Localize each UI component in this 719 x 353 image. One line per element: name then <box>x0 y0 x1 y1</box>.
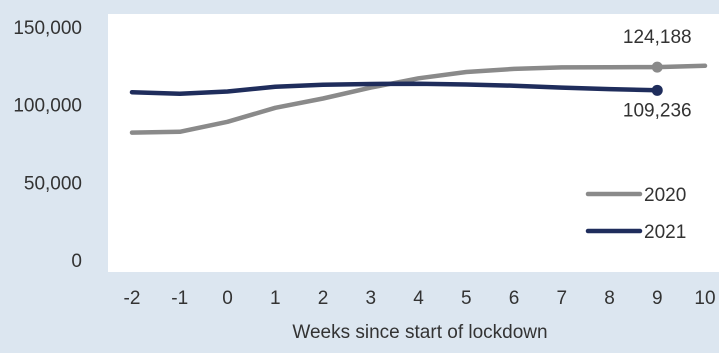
series-layer: 124,188 109,236 <box>129 27 708 135</box>
x-tick-label: 9 <box>652 288 663 309</box>
y-tick-label: 0 <box>71 251 82 272</box>
x-tick-label: 1 <box>270 288 281 309</box>
x-tick-label: 6 <box>509 288 520 309</box>
y-tick-label: 100,000 <box>13 96 82 117</box>
x-tick-label: 8 <box>604 288 615 309</box>
data-label-2021: 109,236 <box>623 100 692 121</box>
x-tick-label: -1 <box>171 288 188 309</box>
y-axis: 0 50,000 100,000 150,000 <box>13 18 82 272</box>
x-tick-label: 4 <box>413 288 424 309</box>
x-axis: -2 -1 0 1 2 3 4 5 6 7 8 9 10 <box>124 288 716 309</box>
x-tick-label: 2 <box>318 288 329 309</box>
data-point-marker-2021 <box>651 84 663 96</box>
data-point-marker-2020 <box>651 61 663 73</box>
x-tick-label: 3 <box>365 288 376 309</box>
x-tick-label: 5 <box>461 288 472 309</box>
y-tick-label: 50,000 <box>24 173 82 194</box>
legend: 2020 2021 <box>585 185 686 243</box>
x-tick-label: 7 <box>556 288 567 309</box>
series-line-2021 <box>129 81 660 97</box>
x-tick-label: -2 <box>124 288 141 309</box>
legend-label-2021: 2021 <box>644 222 686 243</box>
x-tick-label: 0 <box>222 288 233 309</box>
x-tick-label: 10 <box>694 288 715 309</box>
y-tick-label: 150,000 <box>13 18 82 39</box>
series-line-2020 <box>129 63 708 135</box>
data-label-2020: 124,188 <box>623 27 692 48</box>
x-axis-title: Weeks since start of lockdown <box>292 322 547 343</box>
plot-area <box>108 14 719 272</box>
legend-label-2020: 2020 <box>644 185 686 206</box>
